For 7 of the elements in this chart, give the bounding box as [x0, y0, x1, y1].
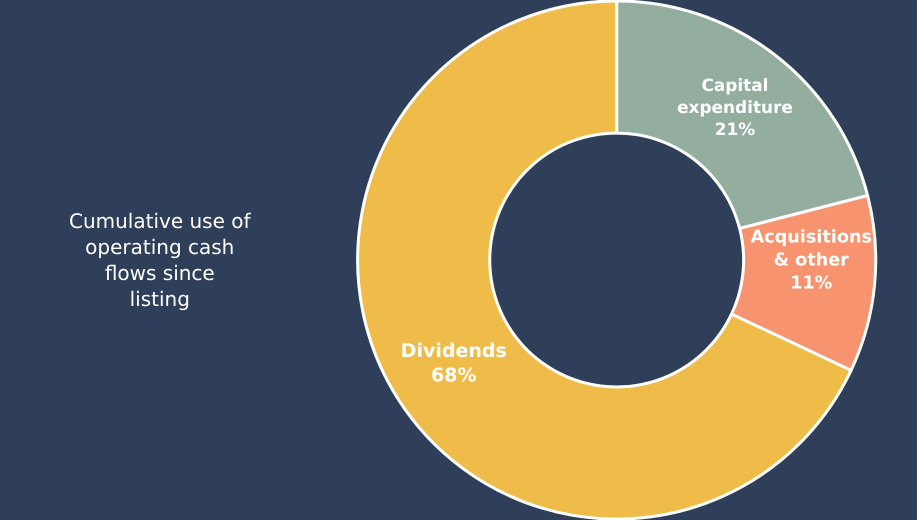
slice-label: Capital expenditure: [677, 74, 793, 117]
data-label: 68%: [430, 364, 476, 387]
text: Cumulative use of operating cash flows since listing: [69, 209, 252, 311]
slice-label: Dividends: [400, 340, 507, 362]
data-label: 11%: [790, 274, 833, 294]
data-label: 21%: [714, 118, 756, 139]
slice-label: Acquisitions & other: [750, 228, 872, 271]
